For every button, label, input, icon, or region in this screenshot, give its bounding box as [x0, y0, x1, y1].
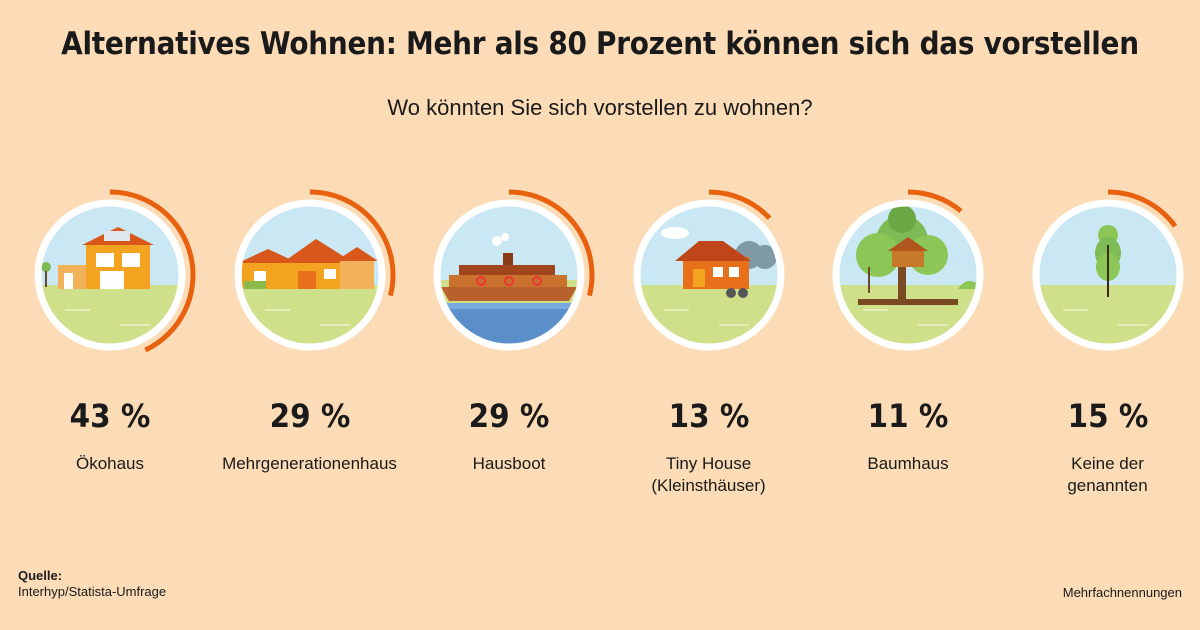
percentage-arc — [309, 189, 395, 297]
percentage-arc — [708, 189, 771, 220]
badge-frame — [1032, 199, 1183, 351]
badge-frame — [433, 199, 585, 351]
eco-house-icon — [34, 189, 196, 353]
houseboat-icon — [433, 189, 595, 351]
value-label: 11 % — [867, 397, 949, 435]
value-label: 29 % — [468, 397, 550, 435]
badge-frame — [832, 199, 984, 351]
chart-subtitle: Wo könnten Sie sich vorstellen zu wohnen… — [387, 95, 813, 120]
value-label: 13 % — [668, 397, 749, 435]
category-label: Tiny House (Kleinsthäuser) — [651, 454, 766, 495]
tree-icon — [1032, 189, 1183, 351]
multigenerational-house-icon — [234, 189, 395, 351]
badge-frame — [633, 199, 784, 351]
value-label: 29 % — [269, 397, 350, 435]
category-label: Hausboot — [472, 454, 546, 473]
category-label: Mehrgenerationenhaus — [222, 454, 397, 473]
percentage-arc — [1107, 189, 1177, 228]
source-label: Quelle: — [18, 568, 63, 583]
multiple-answers-note: Mehrfachnennungen — [1062, 585, 1182, 600]
source: Quelle: Interhyp/Statista-Umfrage — [18, 568, 166, 600]
value-label: 15 % — [1067, 397, 1148, 435]
tiny-house-icon — [633, 189, 784, 351]
percentage-arc — [907, 189, 963, 214]
category-label: Keine der genannten — [1067, 454, 1148, 495]
chart-title: Alternatives Wohnen: Mehr als 80 Prozent… — [61, 26, 1139, 62]
category-label: Baumhaus — [867, 454, 949, 473]
percentage-arc — [508, 189, 595, 297]
category-label: Ökohaus — [75, 454, 145, 473]
source-text: Interhyp/Statista-Umfrage — [18, 584, 167, 599]
percentage-arc — [109, 189, 196, 353]
badge-frame — [234, 199, 385, 351]
badge-frame — [34, 199, 186, 351]
treehouse-icon — [832, 189, 984, 351]
value-label: 43 % — [69, 397, 151, 435]
